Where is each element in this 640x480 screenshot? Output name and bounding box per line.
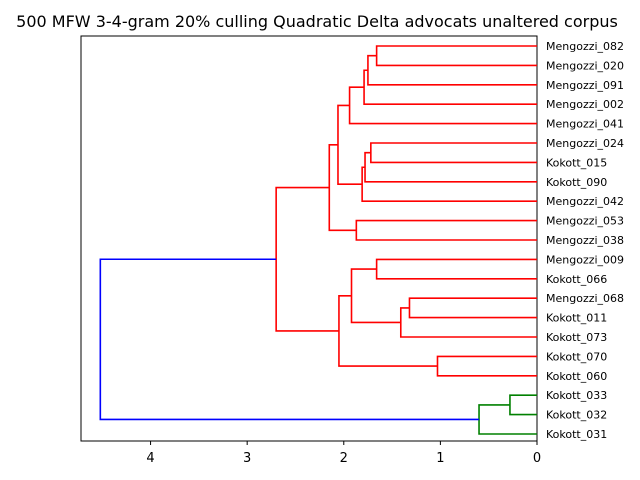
leaf-label: Mengozzi_082: [546, 40, 624, 53]
link-G: [361, 166, 537, 202]
link-J: [328, 144, 357, 232]
leaf-label: Kokott_073: [546, 331, 607, 344]
dendrogram-links: [99, 45, 537, 435]
x-axis: 4 3 2 1 0: [146, 441, 541, 466]
x-tick-label: 4: [146, 451, 154, 466]
leaf-label: Mengozzi_091: [546, 79, 624, 92]
x-tick-label: 1: [436, 451, 444, 466]
leaf-label: Kokott_032: [546, 409, 607, 422]
x-tick-label: 2: [340, 451, 348, 466]
leaf-label: Mengozzi_041: [546, 118, 624, 131]
leaf-label: Kokott_031: [546, 428, 607, 441]
link-L: [408, 297, 537, 319]
link-I: [355, 219, 537, 241]
link-C: [363, 69, 537, 105]
leaf-label: Mengozzi_009: [546, 253, 624, 266]
link-O: [436, 355, 537, 377]
link-F: [364, 151, 537, 183]
link-Q: [275, 186, 339, 332]
link-M: [399, 307, 537, 338]
leaf-label: Mengozzi_002: [546, 98, 624, 111]
link-D: [348, 86, 537, 125]
link-E: [370, 142, 537, 164]
plot-area-frame: [80, 35, 538, 442]
leaf-label: Mengozzi_042: [546, 195, 624, 208]
leaf-label: Kokott_066: [546, 273, 607, 286]
leaf-label: Mengozzi_053: [546, 215, 624, 228]
chart-title: 500 MFW 3-4-gram 20% culling Quadratic D…: [16, 12, 618, 31]
link-S: [478, 404, 537, 435]
leaf-label: Mengozzi_024: [546, 137, 624, 150]
link-A: [375, 45, 537, 67]
leaf-label: Kokott_070: [546, 350, 607, 363]
link-P: [338, 294, 438, 367]
link-T: [99, 258, 480, 421]
leaf-label: Kokott_060: [546, 370, 607, 383]
x-tick-label: 0: [533, 451, 541, 466]
leaf-label: Mengozzi_020: [546, 59, 624, 72]
link-K: [375, 258, 537, 280]
link-R: [509, 394, 537, 416]
link-B: [367, 54, 537, 86]
leaf-label: Mengozzi_038: [546, 234, 624, 247]
leaf-label: Mengozzi_068: [546, 292, 624, 305]
leaf-labels: Mengozzi_082 Mengozzi_020 Mengozzi_091 Meng…: [546, 40, 624, 441]
leaf-label: Kokott_033: [546, 389, 607, 402]
x-tick-label: 3: [243, 451, 251, 466]
leaf-label: Kokott_090: [546, 176, 607, 189]
leaf-label: Kokott_015: [546, 156, 607, 169]
leaf-label: Kokott_011: [546, 312, 607, 325]
